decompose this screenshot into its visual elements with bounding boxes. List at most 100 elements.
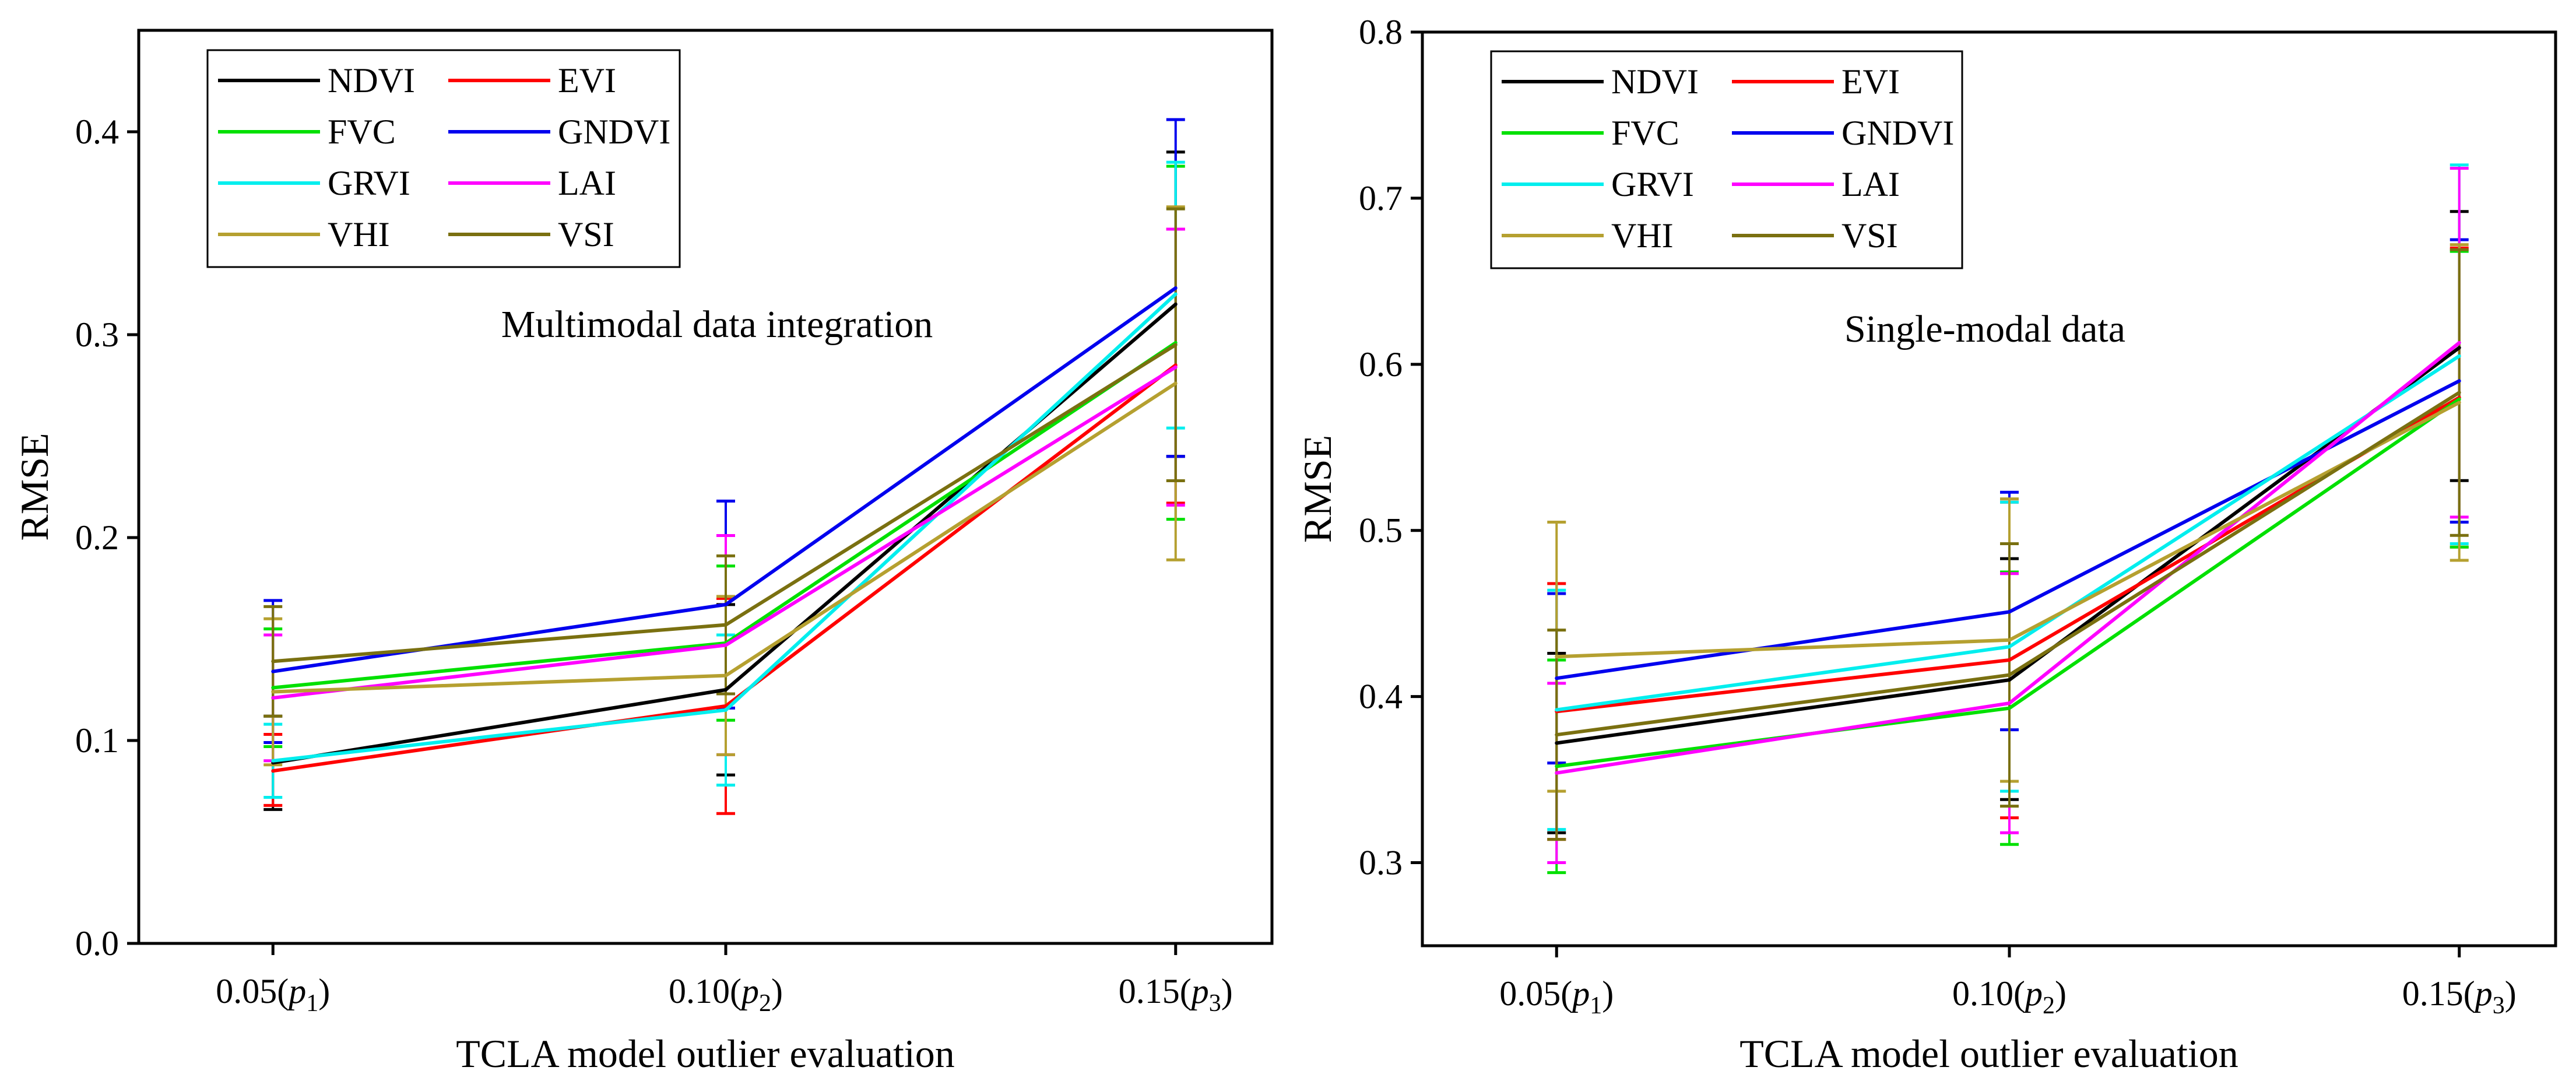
- y-tick-label: 0.8: [1359, 13, 1403, 51]
- legend: NDVI EVI FVC GNDVI GRVI LAI VHI VSI: [206, 49, 681, 268]
- x-tick-paren-close: ): [2505, 974, 2517, 1013]
- series-line-ndvi: [1556, 346, 2461, 745]
- x-tick-subscript: 2: [2043, 992, 2055, 1019]
- data-point: [2008, 701, 2011, 706]
- data-point: [2457, 397, 2461, 401]
- x-tick-symbol: p: [2023, 974, 2043, 1013]
- x-tick-label: 0.05(p1): [1499, 974, 1614, 1019]
- data-point: [1555, 655, 1559, 659]
- x-tick-subscript: 2: [759, 990, 771, 1017]
- x-tick-subscript: 1: [1590, 992, 1602, 1019]
- data-point: [1555, 733, 1559, 737]
- data-point: [2457, 401, 2461, 405]
- x-tick-value: 0.10: [1952, 974, 2013, 1013]
- x-tick-value: 0.10: [669, 972, 730, 1010]
- x-tick-paren-close: ): [1221, 972, 1233, 1010]
- data-point: [271, 759, 275, 763]
- legend-label: GNDVI: [558, 113, 670, 151]
- chart-panel-1: 0.00.10.20.30.40.05(p1) 0.10(p2) 0.15(p3)T…: [12, 29, 1274, 1076]
- legend-label: GNDVI: [1841, 114, 1954, 152]
- data-point: [271, 690, 275, 694]
- y-tick-label: 0.2: [75, 518, 119, 557]
- legend-label: VSI: [558, 215, 614, 254]
- x-tick-label: 0.15(p3): [2402, 974, 2517, 1019]
- data-point: [271, 696, 275, 700]
- x-tick-subscript: 3: [2493, 992, 2505, 1019]
- series-line-gndvi: [1556, 379, 2461, 680]
- x-tick-label: 0.10(p2): [1952, 974, 2067, 1019]
- series-ndvi: [1547, 210, 2469, 834]
- y-axis-title: RMSE: [12, 433, 57, 541]
- x-tick-symbol: p: [739, 972, 759, 1010]
- data-point: [724, 623, 728, 627]
- data-point: [271, 769, 275, 773]
- legend-label: VHI: [328, 215, 390, 254]
- data-point: [2008, 658, 2011, 662]
- data-point: [2457, 379, 2461, 383]
- x-tick-symbol: p: [1189, 972, 1209, 1010]
- data-point: [271, 686, 275, 690]
- x-tick-paren-open: (: [1561, 974, 1572, 1013]
- data-point: [724, 673, 728, 678]
- x-tick-paren-open: (: [277, 972, 289, 1010]
- legend-box: [1490, 50, 1963, 269]
- chart-title: Single-modal data: [1844, 308, 2125, 350]
- data-point: [1173, 343, 1178, 347]
- x-axis-title: TCLA model outlier evaluation: [456, 1031, 954, 1076]
- x-tick-value: 0.05: [1499, 974, 1561, 1013]
- data-point: [1173, 365, 1178, 369]
- legend-label: FVC: [1611, 114, 1679, 152]
- x-tick-label: 0.05(p1): [216, 972, 330, 1017]
- data-point: [724, 643, 728, 647]
- legend-label: GRVI: [328, 164, 410, 202]
- y-tick-label: 0.5: [1359, 511, 1403, 550]
- data-point: [271, 659, 275, 664]
- x-tick-subscript: 3: [1209, 990, 1221, 1017]
- x-tick-paren-close: ): [771, 972, 783, 1010]
- data-point: [2008, 673, 2011, 677]
- x-tick-label: 0.15(p3): [1119, 972, 1233, 1017]
- y-axis-title: RMSE: [1295, 435, 1340, 543]
- x-tick-symbol: p: [2473, 974, 2493, 1013]
- x-tick-paren-open: (: [2013, 974, 2025, 1013]
- series-lai: [1547, 167, 2469, 865]
- data-point: [724, 602, 728, 606]
- legend-label: LAI: [1841, 165, 1900, 203]
- chart-panel-2: 0.30.40.50.60.70.80.05(p1) 0.10(p2) 0.15(p…: [1295, 13, 2557, 1076]
- data-point: [1555, 771, 1559, 775]
- x-tick-symbol: p: [286, 972, 306, 1010]
- plot-frame: [1421, 30, 2557, 947]
- data-point: [1555, 741, 1559, 745]
- data-point: [1173, 381, 1178, 385]
- x-tick-paren-open: (: [730, 972, 741, 1010]
- data-point: [2457, 354, 2461, 358]
- legend-box: [206, 49, 681, 268]
- data-point: [724, 708, 728, 712]
- series-line-vhi: [1556, 401, 2461, 659]
- y-tick-label: 0.4: [1359, 678, 1403, 716]
- data-point: [2457, 346, 2461, 350]
- x-tick-symbol: p: [1570, 974, 1590, 1013]
- data-point: [2008, 638, 2011, 642]
- data-point: [1173, 286, 1178, 290]
- legend-label: FVC: [328, 113, 396, 151]
- data-point: [1555, 708, 1559, 712]
- y-tick-label: 0.7: [1359, 179, 1403, 217]
- data-point: [2457, 341, 2461, 345]
- data-point: [2008, 678, 2011, 682]
- y-tick-label: 0.6: [1359, 345, 1403, 384]
- data-point: [2008, 706, 2011, 710]
- series-line-fvc: [1556, 398, 2461, 768]
- legend-label: NDVI: [1611, 62, 1699, 101]
- data-point: [724, 688, 728, 692]
- legend-label: LAI: [558, 164, 616, 202]
- x-tick-paren-open: (: [2463, 974, 2475, 1013]
- legend-label: VSI: [1841, 216, 1898, 255]
- x-tick-paren-close: ): [2055, 974, 2067, 1013]
- x-tick-label: 0.10(p2): [669, 972, 783, 1017]
- y-tick-label: 0.4: [75, 113, 119, 151]
- legend: NDVI EVI FVC GNDVI GRVI LAI VHI VSI: [1490, 50, 1963, 269]
- x-axis-title: TCLA model outlier evaluation: [1739, 1031, 2238, 1076]
- x-tick-paren-close: ): [318, 972, 330, 1010]
